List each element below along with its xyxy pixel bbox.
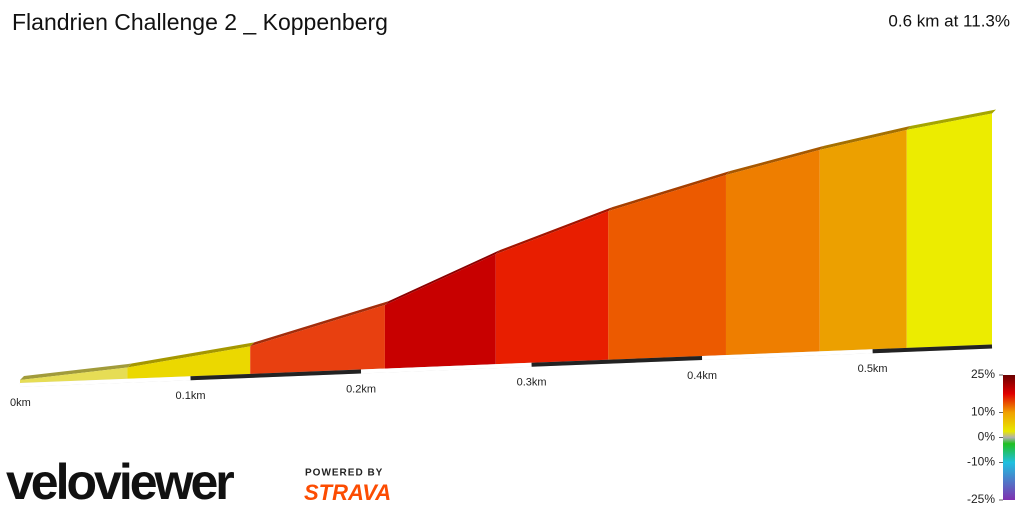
- x-tick-label: 0.3km: [517, 377, 547, 389]
- logo: veloviewer: [6, 454, 234, 510]
- colorbar-label: 25%: [971, 367, 995, 381]
- axis-segment: [19, 376, 191, 387]
- chart-title: Flandrien Challenge 2 _ Koppenberg: [12, 9, 388, 35]
- x-tick-label: 0.1km: [176, 390, 206, 402]
- colorbar-label: 10%: [971, 405, 995, 419]
- powered-by: POWERED BY: [305, 468, 383, 479]
- segment: [819, 129, 907, 354]
- x-tick-label: 0km: [10, 397, 31, 409]
- segment: [608, 175, 726, 362]
- colorbar: [1003, 375, 1015, 500]
- axis-segment: [190, 369, 362, 381]
- segment: [250, 305, 385, 376]
- segment-top: [250, 301, 389, 347]
- axis-segment: [702, 349, 873, 360]
- segment: [495, 211, 609, 367]
- segment: [906, 113, 992, 350]
- colorbar-label: -10%: [967, 455, 995, 469]
- axis-segment: [360, 362, 532, 374]
- segment-top: [819, 125, 911, 150]
- colorbar-label: -25%: [967, 492, 995, 506]
- segment-top: [608, 171, 730, 212]
- x-tick-label: 0.5km: [858, 363, 888, 375]
- segment-top: [495, 207, 613, 255]
- segment: [384, 254, 496, 371]
- axis-segment: [872, 344, 993, 354]
- partner-logo: STRAVA: [304, 480, 391, 505]
- x-tick-label: 0.4km: [687, 370, 717, 382]
- segment-top: [725, 145, 824, 176]
- axis-segment: [531, 356, 703, 367]
- segment: [725, 149, 820, 358]
- segment: [127, 346, 251, 381]
- segment-top: [384, 250, 500, 306]
- segment-top: [906, 109, 996, 130]
- colorbar-label: 0%: [978, 430, 996, 444]
- x-tick-label: 0.2km: [346, 383, 376, 395]
- segment-top: [127, 342, 255, 368]
- chart-subtitle: 0.6 km at 11.3%: [888, 11, 1010, 30]
- segment-top: [20, 363, 132, 380]
